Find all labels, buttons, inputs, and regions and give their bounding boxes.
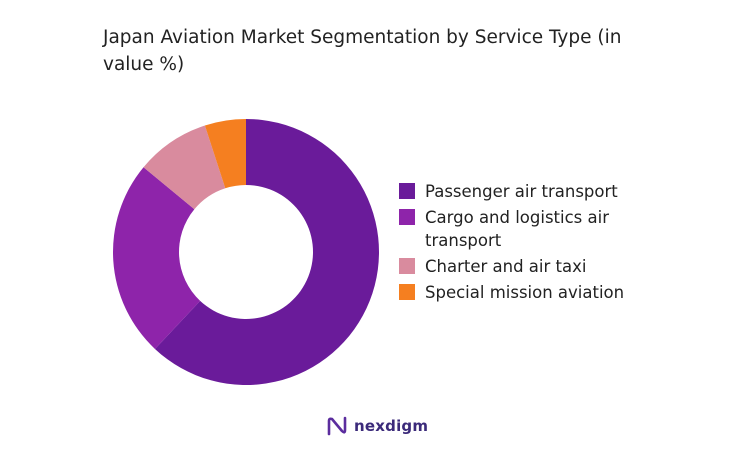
legend-swatch bbox=[399, 183, 415, 199]
legend-swatch bbox=[399, 209, 415, 225]
legend-swatch bbox=[399, 284, 415, 300]
legend-swatch bbox=[399, 258, 415, 274]
nexdigm-logo-icon bbox=[327, 416, 347, 436]
chart-title: Japan Aviation Market Segmentation by Se… bbox=[103, 27, 622, 75]
legend-item-charter: Charter and air taxi bbox=[399, 255, 659, 278]
brand-name: nexdigm bbox=[354, 417, 429, 435]
donut-slices bbox=[112, 119, 380, 385]
legend-label: Cargo and logistics air transport bbox=[425, 208, 610, 250]
legend-label: Passenger air transport bbox=[425, 182, 618, 201]
brand-logo: nexdigm bbox=[326, 415, 428, 437]
legend-item-passenger: Passenger air transport bbox=[399, 180, 659, 203]
donut-slice-charter-and-air-taxi bbox=[143, 125, 226, 210]
donut-slice-passenger-air-transport bbox=[154, 119, 380, 385]
chart-legend: Passenger air transport Cargo and logist… bbox=[399, 180, 659, 307]
legend-item-special-mission: Special mission aviation bbox=[399, 281, 659, 304]
legend-item-cargo: Cargo and logistics air transport bbox=[399, 206, 659, 252]
legend-label: Special mission aviation bbox=[425, 283, 625, 302]
donut-slice-special-mission-aviation bbox=[204, 119, 246, 189]
legend-label: Charter and air taxi bbox=[425, 257, 587, 276]
donut-slice-cargo-and-logistics-air-transport bbox=[112, 167, 201, 349]
